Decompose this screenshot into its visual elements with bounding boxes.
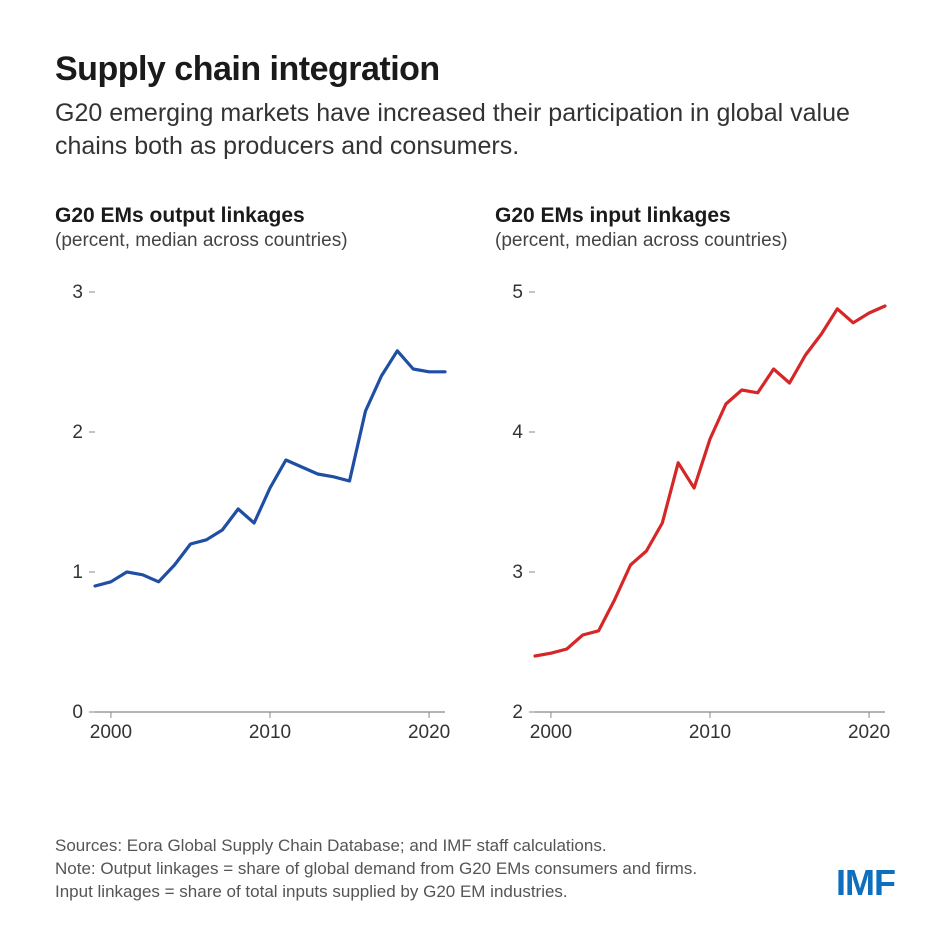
svg-text:2010: 2010 <box>249 722 291 743</box>
svg-text:2: 2 <box>512 702 523 723</box>
sources-line: Sources: Eora Global Supply Chain Databa… <box>55 835 697 858</box>
svg-text:2: 2 <box>72 422 83 443</box>
svg-text:2000: 2000 <box>530 722 572 743</box>
note-line-1: Note: Output linkages = share of global … <box>55 858 697 881</box>
chart-input-linkages: G20 EMs input linkages (percent, median … <box>495 204 895 752</box>
chart-subtitle: (percent, median across countries) <box>55 230 455 252</box>
svg-text:4: 4 <box>512 422 523 443</box>
chart-svg-input: 2 3 4 5 2000 2010 2020 <box>495 262 895 752</box>
page-title: Supply chain integration <box>55 50 895 89</box>
page-subtitle: G20 emerging markets have increased thei… <box>55 97 855 162</box>
chart-title: G20 EMs output linkages <box>55 204 455 228</box>
svg-text:0: 0 <box>72 702 83 723</box>
footer: Sources: Eora Global Supply Chain Databa… <box>55 835 895 904</box>
svg-text:2010: 2010 <box>689 722 731 743</box>
svg-text:3: 3 <box>72 282 83 303</box>
svg-text:2000: 2000 <box>90 722 132 743</box>
chart-output-linkages: G20 EMs output linkages (percent, median… <box>55 204 455 752</box>
footer-notes: Sources: Eora Global Supply Chain Databa… <box>55 835 697 904</box>
chart-title: G20 EMs input linkages <box>495 204 895 228</box>
svg-text:5: 5 <box>512 282 523 303</box>
svg-text:1: 1 <box>72 562 83 583</box>
chart-subtitle: (percent, median across countries) <box>495 230 895 252</box>
note-line-2: Input linkages = share of total inputs s… <box>55 881 697 904</box>
svg-text:2020: 2020 <box>408 722 450 743</box>
svg-text:2020: 2020 <box>848 722 890 743</box>
chart-svg-output: 0 1 2 3 2000 2010 2020 <box>55 262 455 752</box>
imf-logo: IMF <box>836 862 895 904</box>
charts-row: G20 EMs output linkages (percent, median… <box>55 204 895 752</box>
svg-text:3: 3 <box>512 562 523 583</box>
